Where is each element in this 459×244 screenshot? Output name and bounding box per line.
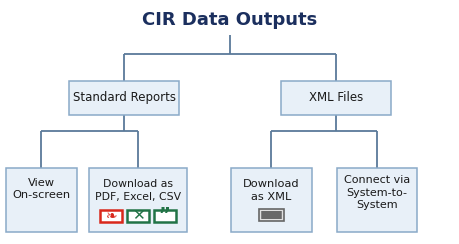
FancyBboxPatch shape: [153, 210, 175, 222]
Text: Download as
PDF, Excel, CSV: Download as PDF, Excel, CSV: [95, 179, 181, 202]
Text: CIR Data Outputs: CIR Data Outputs: [142, 10, 317, 29]
Text: View
On-screen: View On-screen: [12, 178, 70, 200]
Text: XML Files: XML Files: [308, 91, 362, 104]
FancyBboxPatch shape: [6, 168, 77, 232]
FancyBboxPatch shape: [89, 168, 187, 232]
Text: Connect via
System-to-
System: Connect via System-to- System: [343, 175, 409, 210]
Text: ✕: ✕: [131, 208, 144, 224]
FancyBboxPatch shape: [127, 210, 149, 222]
Text: Download
as XML: Download as XML: [242, 179, 299, 202]
FancyBboxPatch shape: [230, 168, 311, 232]
FancyBboxPatch shape: [69, 81, 179, 115]
Text: Standard Reports: Standard Reports: [73, 91, 175, 104]
FancyBboxPatch shape: [280, 81, 390, 115]
FancyBboxPatch shape: [258, 209, 284, 221]
FancyBboxPatch shape: [336, 168, 417, 232]
FancyBboxPatch shape: [100, 210, 122, 222]
Text: ❧: ❧: [105, 209, 117, 223]
Text: ”: ”: [158, 206, 170, 224]
